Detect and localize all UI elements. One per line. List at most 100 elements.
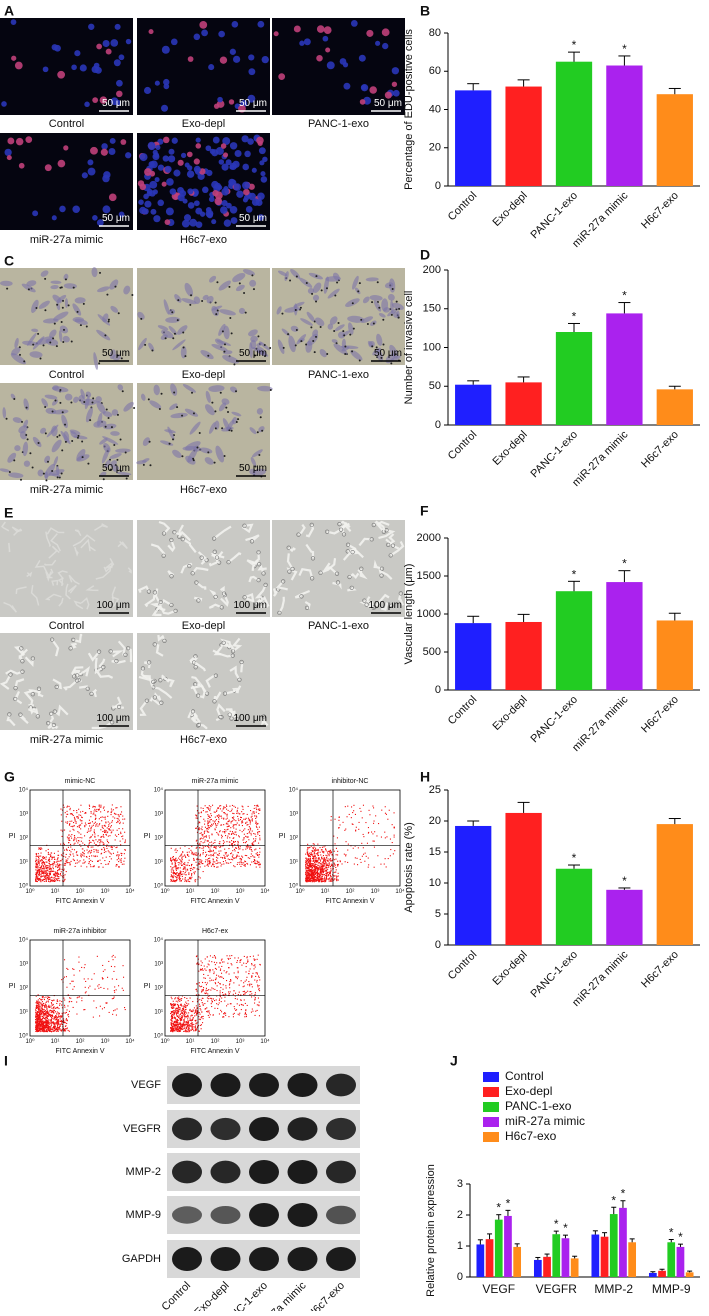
event [203, 819, 204, 820]
nucleus [163, 79, 169, 85]
event [375, 815, 376, 816]
event [252, 819, 253, 820]
event [80, 819, 81, 820]
event [257, 834, 258, 835]
event [225, 852, 226, 853]
event [82, 863, 83, 864]
event [308, 865, 309, 866]
event [63, 881, 64, 882]
event [36, 1016, 37, 1017]
event [64, 830, 65, 831]
event [71, 826, 72, 827]
event [239, 848, 240, 849]
event [73, 969, 74, 970]
event [122, 816, 123, 817]
event [102, 827, 103, 828]
event [80, 811, 81, 812]
pore [172, 438, 174, 440]
event [104, 850, 105, 851]
event [184, 879, 185, 880]
event [111, 825, 112, 826]
event [99, 1015, 100, 1016]
event [115, 839, 116, 840]
event [175, 874, 176, 875]
tube [112, 707, 124, 708]
event [61, 871, 62, 872]
event [322, 878, 323, 879]
event [357, 864, 358, 865]
event [258, 862, 259, 863]
event [47, 1018, 48, 1019]
event [93, 825, 94, 826]
flow-plot: 10⁰10⁰10¹10¹10²10²10³10³10⁴10⁴FITC Annex… [144, 937, 270, 1055]
event [64, 844, 65, 845]
event [208, 822, 209, 823]
event [241, 811, 242, 812]
event [58, 866, 59, 867]
event [42, 857, 43, 858]
event [227, 836, 228, 837]
event [324, 857, 325, 858]
event [57, 1012, 58, 1013]
event [320, 879, 321, 880]
event [41, 1007, 42, 1008]
event [224, 829, 225, 830]
pore [23, 360, 25, 362]
scale-bar-label: 50 μm [102, 463, 130, 474]
event [56, 879, 57, 880]
event [175, 868, 176, 869]
event [371, 832, 372, 833]
event [56, 1007, 57, 1008]
event [368, 827, 369, 828]
event [118, 866, 119, 867]
event [199, 859, 200, 860]
event [84, 813, 85, 814]
pore [113, 444, 115, 446]
event [246, 966, 247, 967]
event [125, 840, 126, 841]
event [173, 859, 174, 860]
event [368, 864, 369, 865]
event [330, 860, 331, 861]
event [235, 850, 236, 851]
event [313, 872, 314, 873]
pore [159, 408, 161, 410]
event [66, 816, 67, 817]
y-tick-label: 10⁴ [289, 787, 299, 794]
pore [215, 313, 217, 315]
event [38, 994, 39, 995]
nucleus [148, 142, 156, 150]
pore [220, 392, 222, 394]
pore [149, 441, 151, 443]
event [125, 1009, 126, 1010]
event [253, 856, 254, 857]
event [327, 879, 328, 880]
event [315, 881, 316, 882]
event [38, 847, 39, 848]
event [352, 812, 353, 813]
event [71, 861, 72, 862]
event [201, 812, 202, 813]
event [44, 864, 45, 865]
pore [13, 398, 15, 400]
event [205, 856, 206, 857]
event [100, 860, 101, 861]
nucleus [165, 219, 171, 225]
pore [71, 341, 73, 343]
event [59, 1000, 60, 1001]
pore [62, 300, 64, 302]
event [218, 807, 219, 808]
nucleus [32, 210, 38, 216]
nucleus [102, 175, 109, 182]
event [173, 881, 174, 882]
event [345, 829, 346, 830]
nucleus [243, 189, 250, 196]
event [53, 874, 54, 875]
event [114, 990, 115, 991]
event [80, 805, 81, 806]
nucleus [101, 143, 108, 150]
event [225, 835, 226, 836]
event [315, 876, 316, 877]
event [121, 853, 122, 854]
event [101, 849, 102, 850]
